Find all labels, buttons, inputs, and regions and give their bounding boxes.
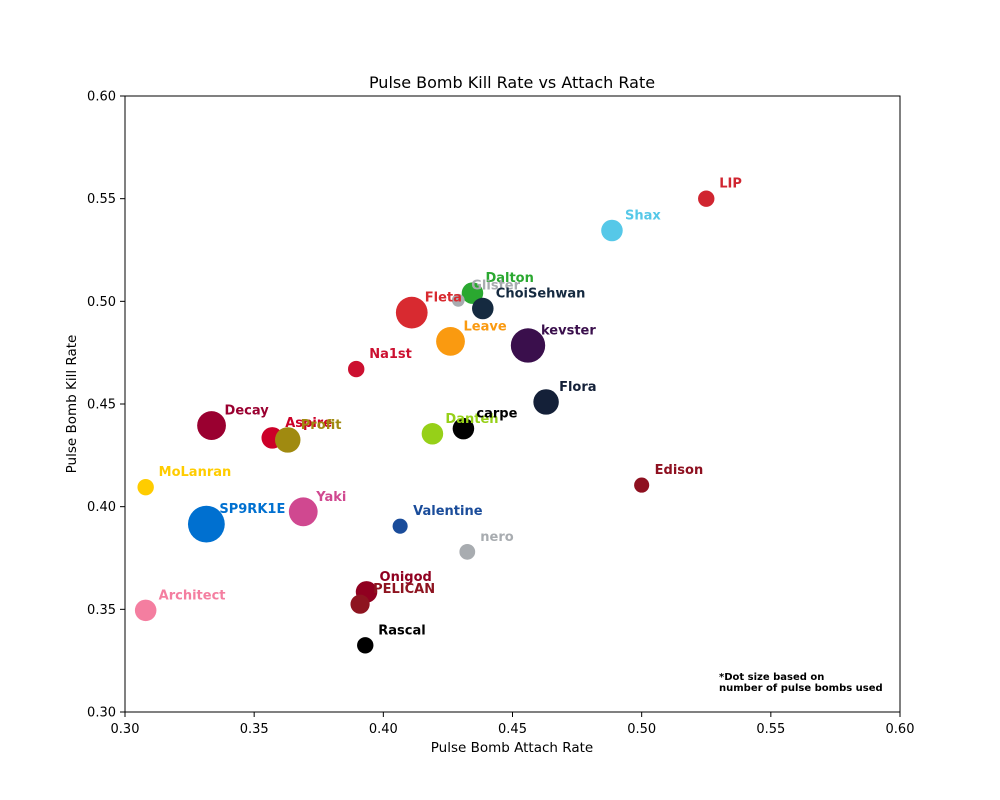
point-label-carpe: carpe (476, 407, 517, 422)
point-label-decay: Decay (225, 404, 270, 419)
x-axis: 0.30 0.35 0.40 0.45 0.50 0.55 0.60 (111, 712, 915, 737)
point-label-choisehwan: ChoiSehwan (496, 287, 586, 302)
point-choisehwan (472, 297, 494, 320)
chart-title: Pulse Bomb Kill Rate vs Attach Rate (369, 73, 655, 92)
dot-size-note-line-2: number of pulse bombs used (719, 683, 883, 694)
point-yaki (288, 497, 318, 527)
point-leave (436, 326, 465, 356)
point-kevster (510, 328, 546, 363)
point-label-shax: Shax (625, 208, 661, 223)
point-label-nero: nero (480, 530, 513, 545)
points-layer (134, 190, 715, 654)
point-profit (275, 427, 301, 453)
point-label-valentine: Valentine (413, 504, 483, 519)
point-label-fleta: Fleta (425, 291, 462, 306)
y-tick-label: 0.35 (87, 603, 116, 618)
x-tick-label: 0.35 (240, 722, 269, 737)
point-label-glister: Glister (471, 278, 520, 293)
plot-area (125, 96, 900, 712)
point-label-dalton: Dalton (485, 271, 533, 286)
point-shax (601, 219, 623, 242)
point-label-architect: Architect (159, 588, 226, 603)
y-axis-title: Pulse Bomb Kill Rate (64, 335, 80, 474)
point-label-leave: Leave (464, 319, 507, 334)
point-valentine (392, 518, 408, 534)
point-label-edison: Edison (655, 463, 704, 478)
point-edison (634, 477, 650, 493)
y-tick-label: 0.45 (87, 398, 116, 413)
point-danteh (421, 423, 444, 445)
point-label-rascal: Rascal (378, 623, 425, 638)
y-tick-label: 0.30 (87, 706, 116, 721)
point-label-pelican: PELICAN (373, 582, 435, 597)
point-nero (459, 543, 476, 560)
point-rascal (357, 637, 374, 654)
point-dalton (461, 282, 484, 304)
x-tick-label: 0.40 (369, 722, 398, 737)
point-carpe (452, 417, 475, 440)
point-label-aspire: Aspire (285, 416, 332, 431)
y-tick-label: 0.60 (87, 90, 116, 105)
point-label-sp9rk1e: SP9RK1E (219, 502, 285, 517)
point-label-profit: Profit (301, 418, 342, 433)
x-tick-label: 0.60 (886, 722, 915, 737)
x-tick-label: 0.50 (627, 722, 656, 737)
point-fleta (395, 296, 428, 329)
point-label-kevster: kevster (541, 323, 596, 338)
point-molanran (137, 478, 154, 496)
y-tick-label: 0.50 (87, 295, 116, 310)
point-label-onigod: Onigod (380, 570, 432, 585)
point-label-lip: LIP (719, 177, 742, 192)
x-axis-title: Pulse Bomb Attach Rate (431, 740, 593, 756)
point-label-danteh: Danteh (445, 412, 498, 427)
x-tick-label: 0.55 (756, 722, 785, 737)
point-lip (698, 190, 715, 207)
point-flora (533, 389, 559, 415)
point-pelican (350, 594, 370, 614)
dot-size-note-line-1: *Dot size based on (719, 672, 824, 683)
point-label-flora: Flora (559, 380, 596, 395)
y-tick-label: 0.40 (87, 500, 116, 515)
point-sp9rk1e (187, 505, 225, 543)
point-na1st (348, 360, 365, 378)
point-decay (197, 411, 226, 440)
point-architect (134, 599, 157, 622)
point-glister (451, 293, 465, 307)
point-label-molanran: MoLanran (159, 465, 232, 480)
y-tick-label: 0.55 (87, 192, 116, 207)
x-tick-label: 0.30 (111, 722, 140, 737)
x-tick-label: 0.45 (498, 722, 527, 737)
point-label-na1st: Na1st (369, 347, 412, 362)
y-axis: 0.30 0.35 0.40 0.45 0.50 0.55 0.60 (87, 90, 125, 721)
point-label-yaki: Yaki (315, 490, 346, 505)
